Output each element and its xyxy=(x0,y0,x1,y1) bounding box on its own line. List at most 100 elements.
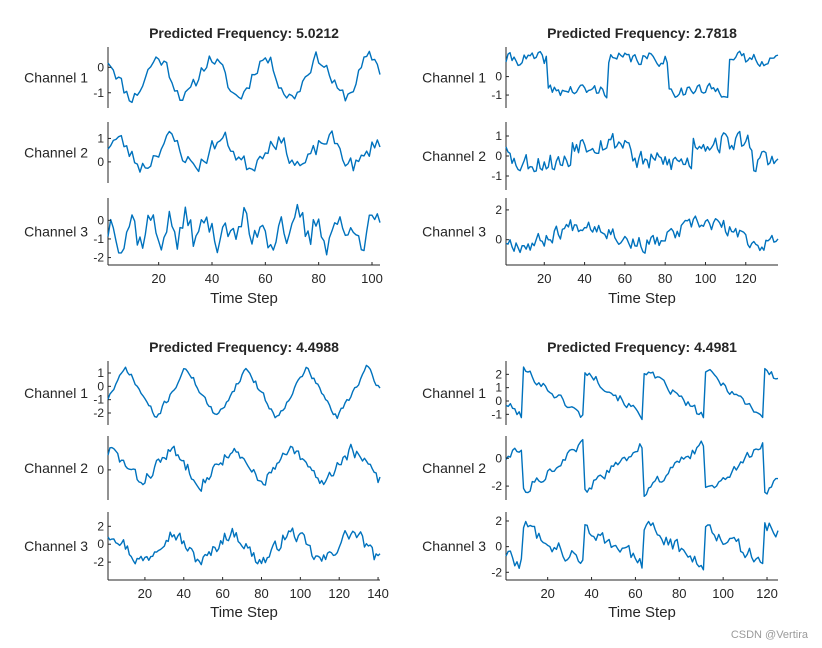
y-tick-label: 0 xyxy=(495,70,502,84)
x-tick-label: 140 xyxy=(367,586,389,601)
x-tick-label: 80 xyxy=(254,586,268,601)
y-tick-label: 0 xyxy=(495,233,502,247)
series-line-channel-1 xyxy=(505,50,779,99)
y-tick-label: -1 xyxy=(93,393,104,407)
x-tick-label: 80 xyxy=(311,271,325,286)
channel-axes-2: 0 -2 Channel 2 xyxy=(422,436,779,500)
x-tick-label: 20 xyxy=(540,586,554,601)
y-tick-label: 0 xyxy=(495,451,502,465)
x-axis-label: Time Step xyxy=(210,290,278,307)
channel-label: Channel 3 xyxy=(24,538,88,554)
series-line-channel-3 xyxy=(107,203,381,256)
channel-label: Channel 3 xyxy=(422,538,486,554)
series-line-channel-2 xyxy=(505,438,779,498)
series-line-channel-3 xyxy=(107,527,381,566)
x-tick-label: 80 xyxy=(672,586,686,601)
y-tick-label: -1 xyxy=(491,88,502,102)
series-line-channel-3 xyxy=(505,215,779,254)
y-tick-label: 0 xyxy=(495,394,502,408)
x-tick-label: 100 xyxy=(361,271,383,286)
series-line-channel-1 xyxy=(505,366,779,421)
channel-axes-2: 0 Channel 2 xyxy=(24,436,381,500)
x-tick-label: 40 xyxy=(584,586,598,601)
channel-axes-2: 1 0 -1 Channel 2 xyxy=(422,122,779,190)
chart-panel-1: Predicted Frequency: 5.0212 0 -1 Channel 1 1… xyxy=(24,25,383,307)
channel-label: Channel 1 xyxy=(24,70,88,86)
channel-axes-3: 0 -1 -2 Channel 3 20 40 60 80 100 xyxy=(24,198,383,286)
y-tick-label: 1 xyxy=(97,131,104,145)
chart-title: Predicted Frequency: 4.4981 xyxy=(547,339,737,355)
x-tick-label: 100 xyxy=(289,586,311,601)
y-tick-label: -1 xyxy=(491,169,502,183)
channel-label: Channel 2 xyxy=(422,148,486,164)
series-line-channel-1 xyxy=(107,50,381,104)
x-tick-label: 120 xyxy=(735,271,757,286)
channel-axes-1: 0 -1 Channel 1 xyxy=(24,47,381,108)
channel-label: Channel 1 xyxy=(24,385,88,401)
y-tick-label: -2 xyxy=(93,555,104,569)
y-tick-label: -2 xyxy=(93,251,104,265)
y-tick-label: 0 xyxy=(97,60,104,74)
y-tick-label: 0 xyxy=(495,540,502,554)
x-axis-label: Time Step xyxy=(608,290,676,307)
chart-title: Predicted Frequency: 4.4988 xyxy=(149,339,339,355)
y-tick-label: 0 xyxy=(495,149,502,163)
series-line-channel-2 xyxy=(505,130,779,173)
y-tick-label: 0 xyxy=(97,213,104,227)
y-tick-label: 2 xyxy=(495,367,502,381)
x-tick-label: 60 xyxy=(258,271,272,286)
chart-panel-3: Predicted Frequency: 4.498810-1-2Channel… xyxy=(24,339,389,621)
x-tick-label: 120 xyxy=(756,586,778,601)
y-tick-label: -2 xyxy=(93,406,104,420)
y-tick-label: 1 xyxy=(495,381,502,395)
chart-panel-2: Predicted Frequency: 2.7818 0 -1 Channel 1 1… xyxy=(422,25,779,307)
y-tick-label: -1 xyxy=(491,407,502,421)
series-line-channel-2 xyxy=(107,443,381,492)
channel-axes-2: 1 0 Channel 2 xyxy=(24,122,381,183)
x-tick-label: 100 xyxy=(712,586,734,601)
x-tick-label: 100 xyxy=(695,271,717,286)
y-tick-label: -1 xyxy=(93,86,104,100)
watermark-text: CSDN @Vertira xyxy=(730,629,808,641)
y-tick-label: 2 xyxy=(495,203,502,217)
x-tick-label: 20 xyxy=(537,271,551,286)
x-tick-label: 40 xyxy=(205,271,219,286)
series-line-channel-3 xyxy=(505,520,779,571)
x-tick-label: 20 xyxy=(151,271,165,286)
x-axis-label: Time Step xyxy=(608,604,676,621)
channel-label: Channel 2 xyxy=(422,460,486,476)
channel-label: Channel 3 xyxy=(24,224,88,240)
y-tick-label: -1 xyxy=(93,232,104,246)
channel-axes-1: 10-1-2 Channel 1 xyxy=(24,361,381,425)
x-tick-label: 120 xyxy=(328,586,350,601)
x-tick-label: 60 xyxy=(628,586,642,601)
y-tick-label: 0 xyxy=(97,379,104,393)
y-tick-label: 1 xyxy=(97,366,104,380)
y-tick-label: 2 xyxy=(97,519,104,533)
channel-label: Channel 1 xyxy=(422,385,486,401)
channel-axes-1: 0 -1 Channel 1 xyxy=(422,47,779,108)
y-tick-label: 0 xyxy=(97,537,104,551)
chart-title: Predicted Frequency: 5.0212 xyxy=(149,25,339,41)
x-tick-label: 60 xyxy=(215,586,229,601)
chart-title: Predicted Frequency: 2.7818 xyxy=(547,25,737,41)
channel-axes-1: 210-1 Channel 1 xyxy=(422,361,779,425)
channel-label: Channel 2 xyxy=(24,145,88,161)
x-tick-label: 40 xyxy=(177,586,191,601)
x-tick-label: 60 xyxy=(618,271,632,286)
channel-label: Channel 1 xyxy=(422,70,486,86)
series-line-channel-2 xyxy=(107,130,381,173)
y-tick-label: 0 xyxy=(97,463,104,477)
x-tick-label: 20 xyxy=(138,586,152,601)
y-tick-label: 1 xyxy=(495,129,502,143)
y-tick-label: 2 xyxy=(495,514,502,528)
x-tick-label: 40 xyxy=(577,271,591,286)
channel-label: Channel 2 xyxy=(24,460,88,476)
x-axis-label: Time Step xyxy=(210,604,278,621)
channel-label: Channel 3 xyxy=(422,224,486,240)
chart-panel-4: Predicted Frequency: 4.4981210-1Channel … xyxy=(422,339,779,621)
